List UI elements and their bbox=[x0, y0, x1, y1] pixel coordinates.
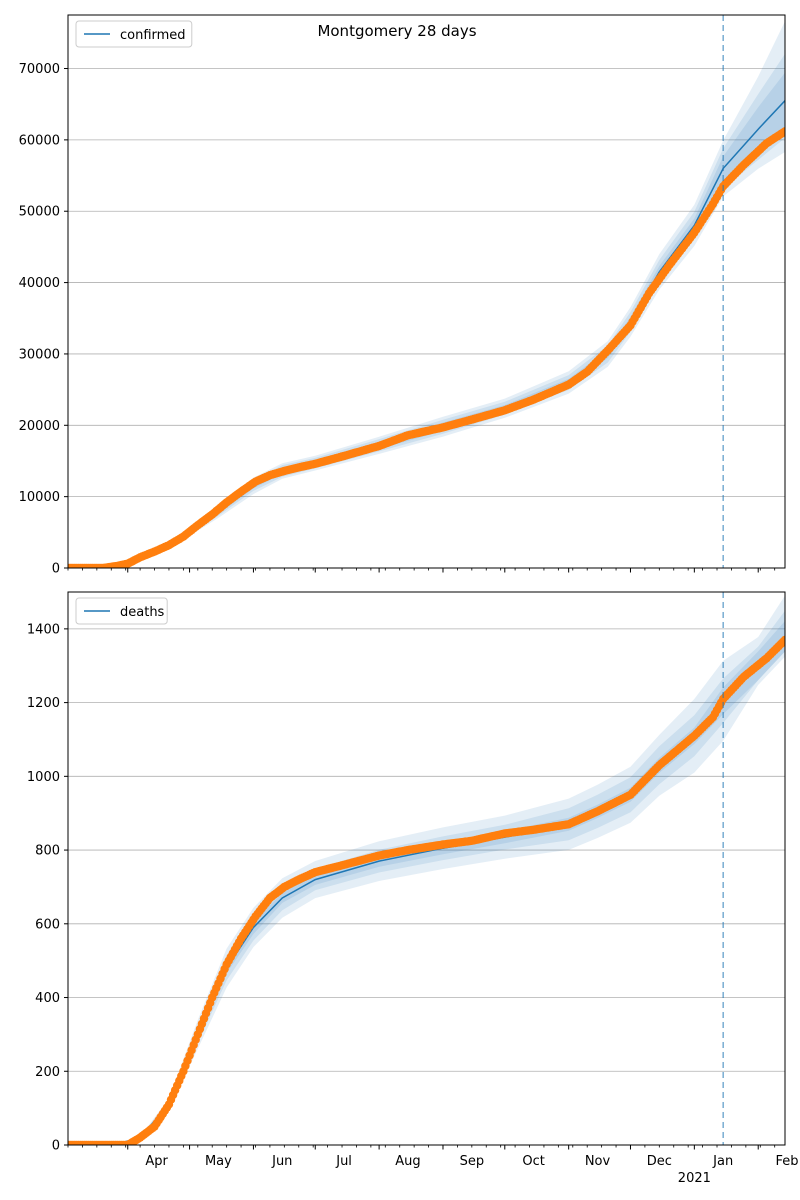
legend-label: deaths bbox=[120, 605, 165, 620]
y-axis: 0 10000 20000 30000 40000 50000 60000 70000 bbox=[19, 62, 68, 577]
y-tick-label: 1200 bbox=[27, 696, 60, 711]
plot-area bbox=[68, 21, 785, 568]
x-tick-label: Sep bbox=[460, 1154, 485, 1169]
observed-series bbox=[68, 127, 785, 568]
x-year-label: 2021 bbox=[678, 1171, 711, 1186]
x-tick-label: Dec bbox=[647, 1154, 672, 1169]
y-axis: 0 200 400 600 800 1000 1200 1400 bbox=[27, 622, 68, 1154]
x-tick-label: May bbox=[205, 1154, 232, 1169]
x-axis: Apr May Jun Jul Aug Sep Oct Nov Dec Jan Feb 2021 bbox=[67, 1145, 799, 1186]
y-tick-label: 0 bbox=[52, 562, 60, 577]
observed-series bbox=[68, 635, 785, 1145]
observed-point bbox=[780, 635, 785, 645]
y-tick-label: 30000 bbox=[19, 347, 60, 362]
y-tick-label: 1400 bbox=[27, 622, 60, 637]
x-axis bbox=[67, 568, 776, 573]
x-tick-label: Feb bbox=[776, 1154, 799, 1169]
legend-box bbox=[75, 20, 193, 48]
y-tick-label: 40000 bbox=[19, 276, 60, 291]
x-tick-label: Jul bbox=[335, 1154, 352, 1169]
axes-frame bbox=[67, 14, 786, 569]
y-tick-label: 800 bbox=[35, 844, 60, 859]
legend: confirmed bbox=[75, 20, 193, 48]
uncertainty-band-outer bbox=[68, 21, 785, 568]
y-tick-label: 600 bbox=[35, 917, 60, 932]
legend-label: confirmed bbox=[120, 28, 186, 43]
x-tick-label: Jun bbox=[271, 1154, 292, 1169]
x-tick-label: Aug bbox=[395, 1154, 420, 1169]
uncertainty-band-outer bbox=[68, 595, 785, 1145]
legend: deaths bbox=[75, 597, 168, 625]
y-tick-label: 20000 bbox=[19, 419, 60, 434]
confirmed-panel: 0 10000 20000 30000 40000 50000 60000 70000 conf… bbox=[19, 14, 786, 577]
y-tick-label: 200 bbox=[35, 1065, 60, 1080]
y-tick-label: 1000 bbox=[27, 770, 60, 785]
deaths-panel: 0 200 400 600 800 1000 1200 1400 Apr May Jun Jul Aug… bbox=[27, 591, 799, 1186]
observed-point bbox=[780, 127, 785, 136]
axes-frame bbox=[67, 591, 786, 1146]
plot-area bbox=[68, 595, 785, 1145]
y-tick-label: 70000 bbox=[19, 62, 60, 77]
x-tick-label: Nov bbox=[585, 1154, 611, 1169]
legend-box bbox=[75, 597, 168, 625]
y-tick-label: 10000 bbox=[19, 490, 60, 505]
x-tick-label: Apr bbox=[145, 1154, 168, 1169]
y-tick-label: 400 bbox=[35, 991, 60, 1006]
x-tick-label: Oct bbox=[522, 1154, 544, 1169]
y-tick-label: 50000 bbox=[19, 205, 60, 220]
x-tick-label: Jan bbox=[712, 1154, 733, 1169]
y-tick-label: 0 bbox=[52, 1139, 60, 1154]
y-tick-label: 60000 bbox=[19, 133, 60, 148]
figure-title: Montgomery 28 days bbox=[317, 22, 476, 40]
